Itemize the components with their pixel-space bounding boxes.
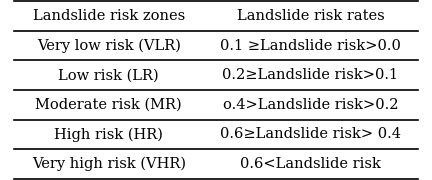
Text: 0.1 ≥Landslide risk>0.0: 0.1 ≥Landslide risk>0.0 — [220, 39, 401, 53]
Text: Moderate risk (MR): Moderate risk (MR) — [35, 98, 182, 112]
Text: High risk (HR): High risk (HR) — [54, 127, 163, 141]
Text: o.4>Landslide risk>0.2: o.4>Landslide risk>0.2 — [222, 98, 398, 112]
Text: Very low risk (VLR): Very low risk (VLR) — [37, 39, 181, 53]
Text: Low risk (LR): Low risk (LR) — [58, 68, 159, 82]
Text: 0.2≥Landslide risk>0.1: 0.2≥Landslide risk>0.1 — [222, 68, 398, 82]
Text: 0.6<Landslide risk: 0.6<Landslide risk — [240, 157, 381, 171]
Text: Landslide risk zones: Landslide risk zones — [32, 9, 185, 23]
Text: Very high risk (VHR): Very high risk (VHR) — [32, 157, 186, 171]
Text: 0.6≥Landslide risk> 0.4: 0.6≥Landslide risk> 0.4 — [220, 127, 401, 141]
Text: Landslide risk rates: Landslide risk rates — [237, 9, 384, 23]
